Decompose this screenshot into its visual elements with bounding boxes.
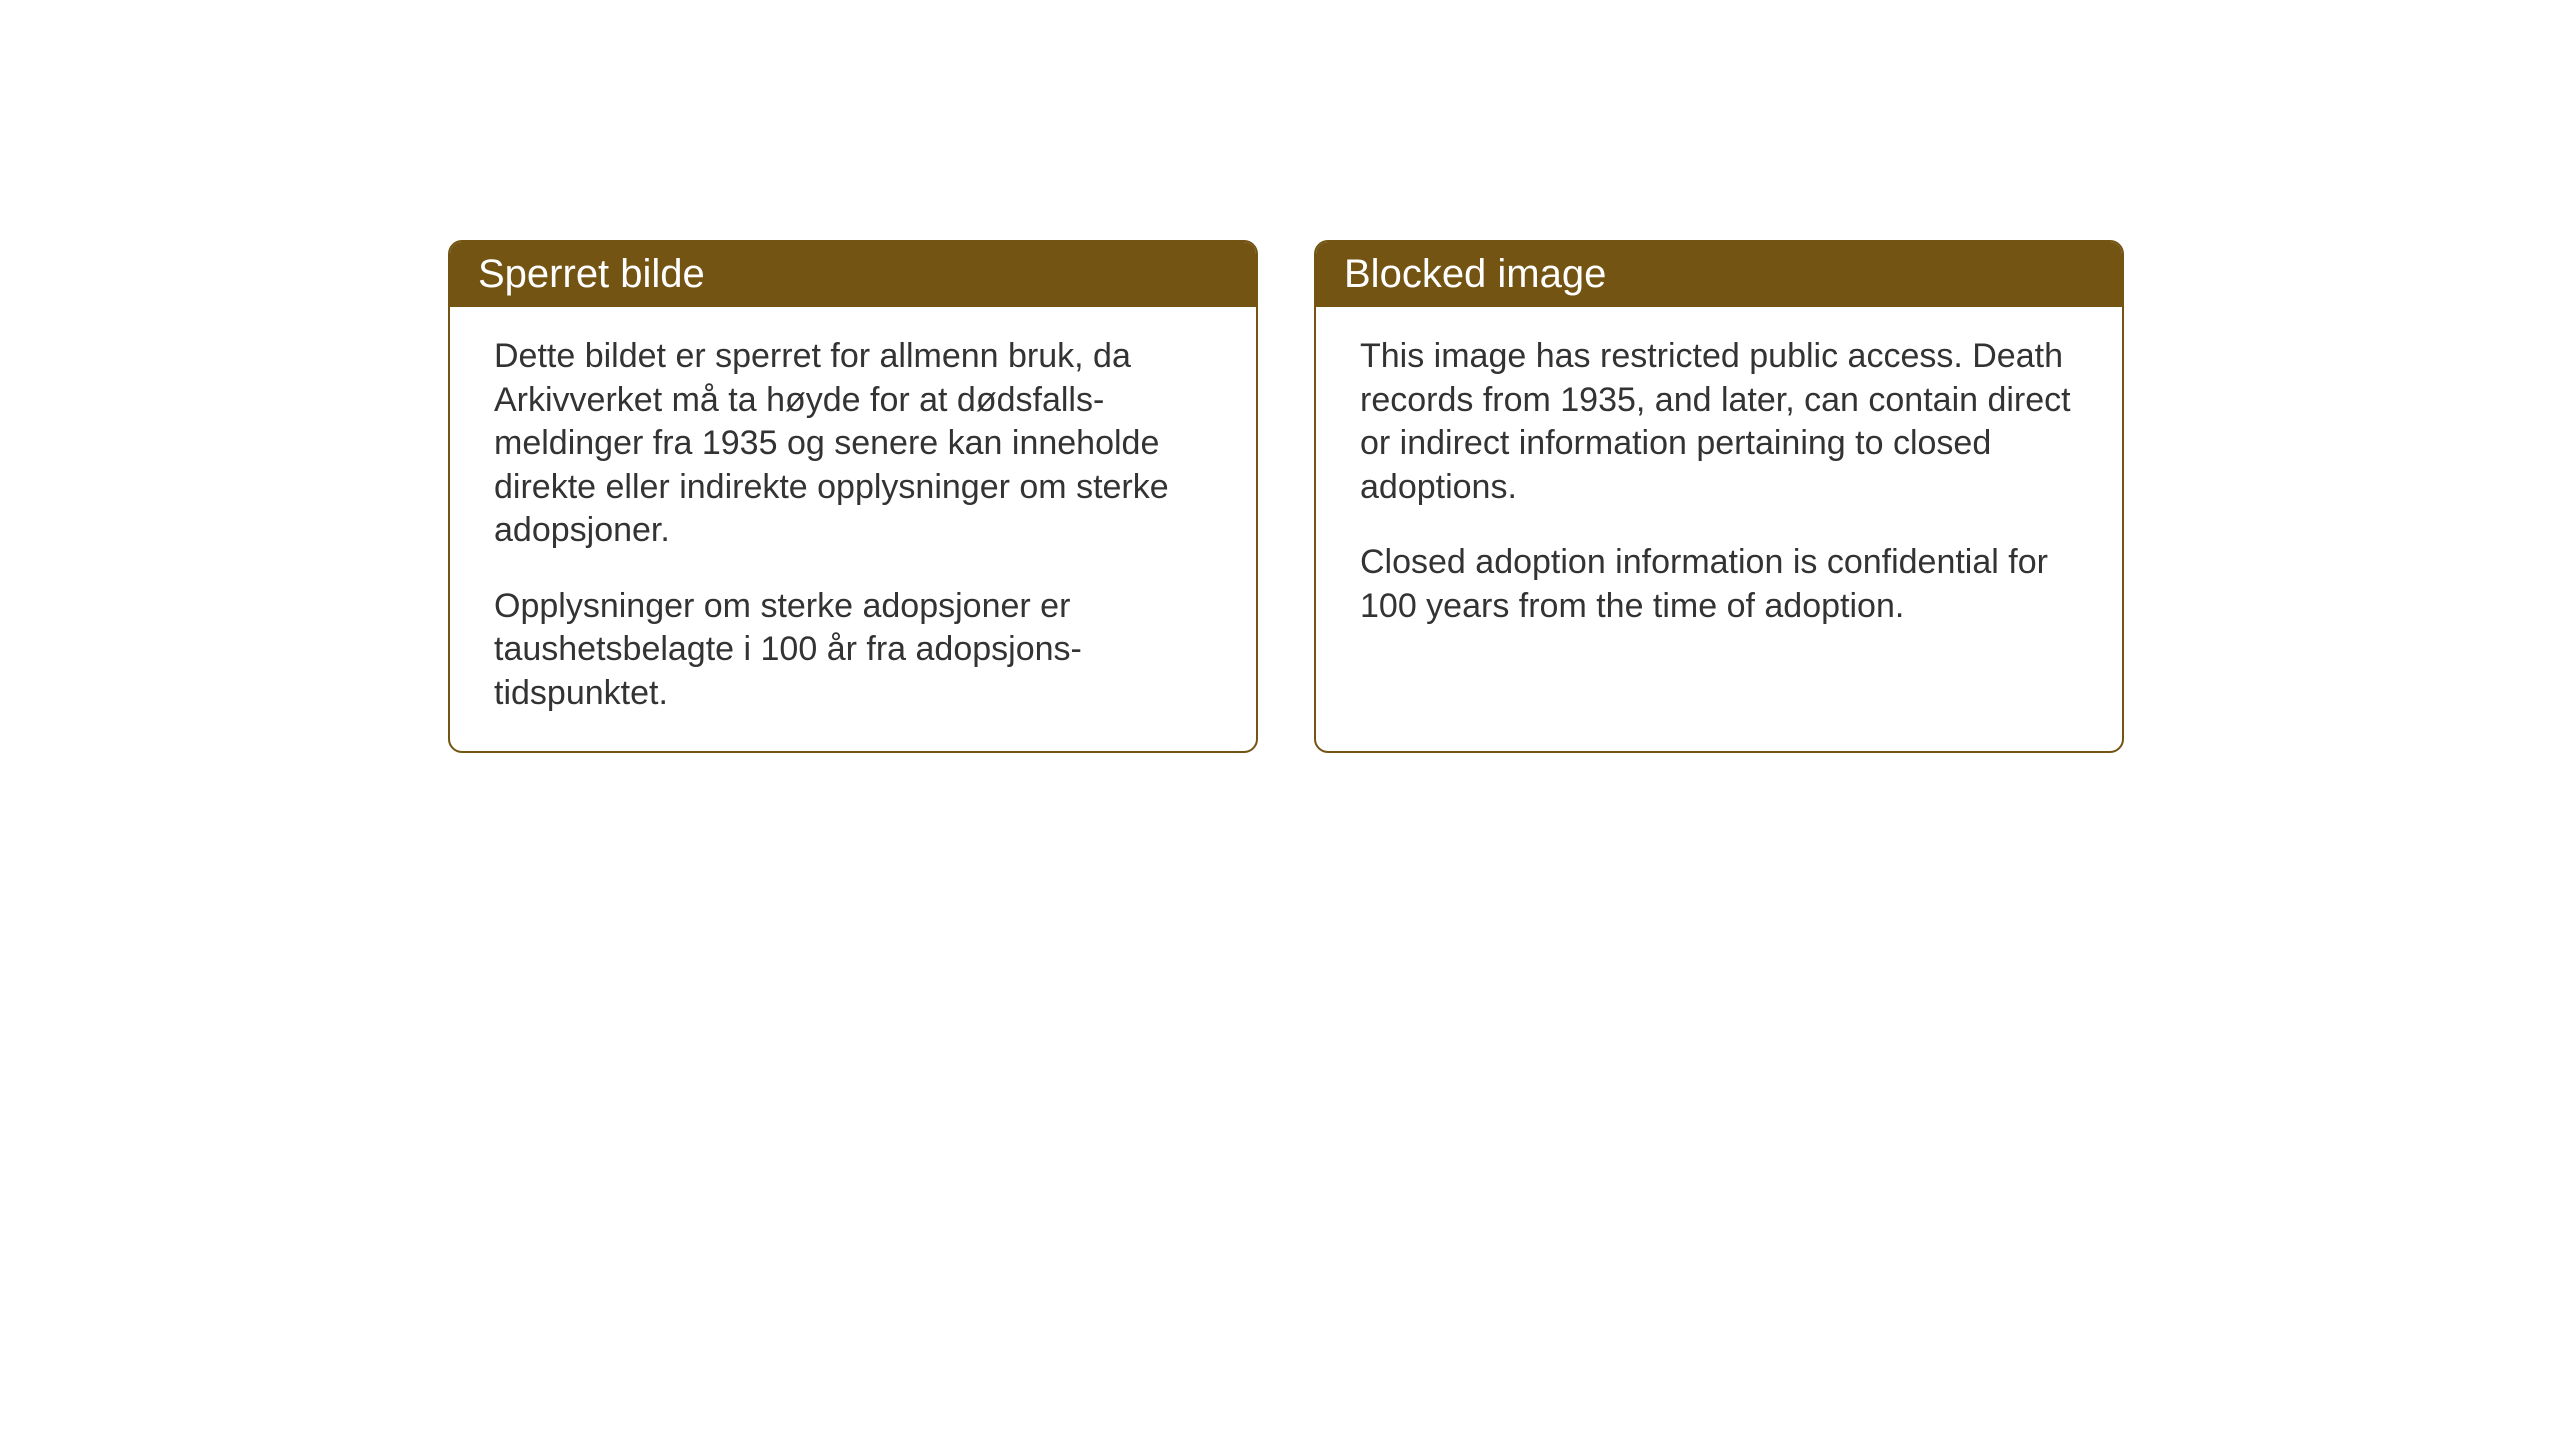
- notice-title-english: Blocked image: [1316, 242, 2122, 307]
- notice-container: Sperret bilde Dette bildet er sperret fo…: [448, 240, 2124, 753]
- notice-body-norwegian: Dette bildet er sperret for allmenn bruk…: [450, 307, 1256, 751]
- notice-card-norwegian: Sperret bilde Dette bildet er sperret fo…: [448, 240, 1258, 753]
- notice-card-english: Blocked image This image has restricted …: [1314, 240, 2124, 753]
- notice-body-english: This image has restricted public access.…: [1316, 307, 2122, 664]
- notice-paragraph-1-english: This image has restricted public access.…: [1360, 335, 2078, 509]
- notice-paragraph-2-english: Closed adoption information is confident…: [1360, 541, 2078, 628]
- notice-paragraph-1-norwegian: Dette bildet er sperret for allmenn bruk…: [494, 335, 1212, 553]
- notice-title-norwegian: Sperret bilde: [450, 242, 1256, 307]
- notice-paragraph-2-norwegian: Opplysninger om sterke adopsjoner er tau…: [494, 585, 1212, 716]
